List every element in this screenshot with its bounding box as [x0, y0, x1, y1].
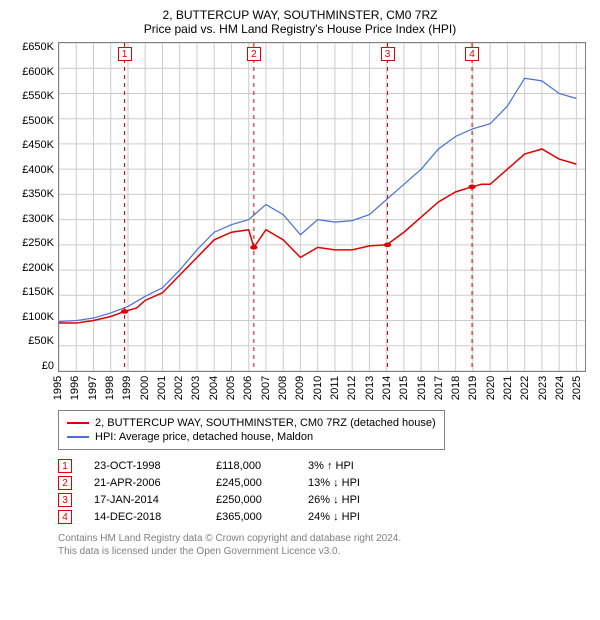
x-tick-label: 2025 [571, 376, 583, 400]
y-tick-label: £450K [10, 140, 58, 151]
transaction-delta: 3% ↑ HPI [308, 460, 398, 472]
chart-area: £650K £600K £550K £500K £450K £400K £350K £300K… [10, 42, 590, 402]
x-tick-label: 2009 [294, 376, 306, 400]
transaction-date: 23-OCT-1998 [94, 460, 194, 472]
x-tick-label: 2004 [208, 376, 220, 400]
x-tick-label: 2017 [433, 376, 445, 400]
x-tick-label: 2003 [190, 376, 202, 400]
legend: 2, BUTTERCUP WAY, SOUTHMINSTER, CM0 7RZ … [58, 410, 445, 450]
x-tick-label: 2000 [139, 376, 151, 400]
legend-swatch [67, 422, 89, 424]
transaction-date: 17-JAN-2014 [94, 494, 194, 506]
transaction-row: 1 23-OCT-1998 £118,000 3% ↑ HPI [58, 459, 590, 473]
footer-line-1: Contains HM Land Registry data © Crown c… [58, 532, 590, 545]
footer: Contains HM Land Registry data © Crown c… [58, 532, 590, 558]
y-tick-label: £400K [10, 165, 58, 176]
x-tick-label: 2013 [364, 376, 376, 400]
legend-swatch [67, 436, 89, 438]
transaction-date: 21-APR-2006 [94, 477, 194, 489]
marker-label: 2 [247, 47, 261, 61]
transaction-delta: 13% ↓ HPI [308, 477, 398, 489]
transaction-row: 2 21-APR-2006 £245,000 13% ↓ HPI [58, 476, 590, 490]
x-tick-label: 2022 [519, 376, 531, 400]
y-tick-label: £200K [10, 263, 58, 274]
transaction-price: £118,000 [216, 460, 286, 472]
transaction-price: £250,000 [216, 494, 286, 506]
x-tick-label: 2020 [485, 376, 497, 400]
y-tick-label: £600K [10, 67, 58, 78]
transaction-row: 3 17-JAN-2014 £250,000 26% ↓ HPI [58, 493, 590, 507]
legend-item: HPI: Average price, detached house, Mald… [67, 431, 436, 443]
transaction-delta: 24% ↓ HPI [308, 511, 398, 523]
y-tick-label: £650K [10, 42, 58, 53]
x-tick-label: 2001 [156, 376, 168, 400]
x-tick-label: 2005 [225, 376, 237, 400]
plot-region: 1 2 3 4 [58, 42, 586, 372]
x-tick-label: 1998 [104, 376, 116, 400]
x-tick-label: 2006 [242, 376, 254, 400]
y-tick-label: £100K [10, 312, 58, 323]
x-tick-label: 2016 [416, 376, 428, 400]
y-tick-label: £300K [10, 214, 58, 225]
x-tick-label: 1997 [87, 376, 99, 400]
title-subtitle: Price paid vs. HM Land Registry's House … [10, 22, 590, 36]
transaction-number: 4 [58, 510, 72, 524]
transaction-delta: 26% ↓ HPI [308, 494, 398, 506]
x-tick-label: 2018 [450, 376, 462, 400]
x-tick-label: 2012 [346, 376, 358, 400]
y-tick-label: £500K [10, 116, 58, 127]
x-tick-label: 2015 [398, 376, 410, 400]
x-tick-label: 2002 [173, 376, 185, 400]
transaction-table: 1 23-OCT-1998 £118,000 3% ↑ HPI 2 21-APR-2006… [58, 459, 590, 524]
legend-label: HPI: Average price, detached house, Mald… [95, 431, 313, 443]
transaction-number: 3 [58, 493, 72, 507]
transaction-price: £365,000 [216, 511, 286, 523]
transaction-row: 4 14-DEC-2018 £365,000 24% ↓ HPI [58, 510, 590, 524]
transaction-price: £245,000 [216, 477, 286, 489]
footer-line-2: This data is licensed under the Open Gov… [58, 545, 590, 558]
x-tick-label: 2024 [554, 376, 566, 400]
marker-label: 1 [118, 47, 132, 61]
x-tick-label: 2023 [537, 376, 549, 400]
x-tick-label: 1996 [69, 376, 81, 400]
transaction-number: 2 [58, 476, 72, 490]
x-tick-label: 2019 [467, 376, 479, 400]
x-tick-label: 2007 [260, 376, 272, 400]
y-tick-label: £250K [10, 238, 58, 249]
y-tick-label: £150K [10, 287, 58, 298]
chart-container: 2, BUTTERCUP WAY, SOUTHMINSTER, CM0 7RZ … [0, 0, 600, 564]
x-tick-label: 2008 [277, 376, 289, 400]
x-tick-label: 2014 [381, 376, 393, 400]
y-tick-label: £0 [10, 361, 58, 372]
x-axis-labels: 1995199619971998199920002001200220032004… [58, 372, 586, 402]
x-tick-label: 1995 [52, 376, 64, 400]
marker-label: 4 [465, 47, 479, 61]
legend-label: 2, BUTTERCUP WAY, SOUTHMINSTER, CM0 7RZ … [95, 417, 436, 429]
transaction-date: 14-DEC-2018 [94, 511, 194, 523]
y-tick-label: £50K [10, 336, 58, 347]
y-axis-labels: £650K £600K £550K £500K £450K £400K £350K £300K… [10, 42, 58, 372]
y-tick-label: £350K [10, 189, 58, 200]
transaction-number: 1 [58, 459, 72, 473]
title-block: 2, BUTTERCUP WAY, SOUTHMINSTER, CM0 7RZ … [10, 8, 590, 36]
x-tick-label: 2010 [312, 376, 324, 400]
title-address: 2, BUTTERCUP WAY, SOUTHMINSTER, CM0 7RZ [10, 8, 590, 22]
x-tick-label: 2021 [502, 376, 514, 400]
marker-label: 3 [381, 47, 395, 61]
y-tick-label: £550K [10, 91, 58, 102]
legend-item: 2, BUTTERCUP WAY, SOUTHMINSTER, CM0 7RZ … [67, 417, 436, 429]
x-tick-label: 1999 [121, 376, 133, 400]
x-tick-label: 2011 [329, 376, 341, 400]
